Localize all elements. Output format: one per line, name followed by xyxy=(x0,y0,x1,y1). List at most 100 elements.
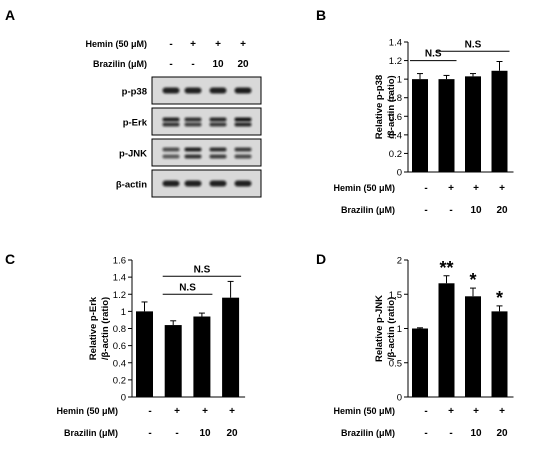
bar xyxy=(412,79,428,172)
condition-value: 20 xyxy=(496,205,508,216)
y-axis-label-line: /β-actin (ratio) xyxy=(386,297,397,360)
bar xyxy=(465,76,481,172)
blot-band xyxy=(209,180,227,187)
condition-value: - xyxy=(449,428,452,439)
condition-value: + xyxy=(448,406,454,417)
blot-band xyxy=(209,122,227,127)
y-tick-label: 0.2 xyxy=(113,375,126,386)
blot-label: β-actin xyxy=(116,180,147,191)
condition-value: - xyxy=(424,406,427,417)
blot-band xyxy=(209,87,227,94)
chart-panel-b: B 0 0.2 0.4 0.6 0.8 1 1.2 1.4 Relative p-p38/β-ac… xyxy=(316,7,514,216)
y-tick-label: 0 xyxy=(121,393,126,404)
condition-value: + xyxy=(229,406,235,417)
condition-value: 10 xyxy=(470,205,482,216)
bar xyxy=(164,325,182,397)
western-blot-panel: A Hemin (50 μM) - + + + Brazilin (μM) - … xyxy=(5,7,262,198)
condition-value: - xyxy=(148,406,151,417)
condition-label: Brazilin (μM) xyxy=(64,428,118,438)
significance-label: N.S xyxy=(194,264,211,275)
y-tick-label: 0.6 xyxy=(389,112,402,123)
blot-brazilin-label: Brazilin (μM) xyxy=(93,59,147,69)
y-tick-label: 1 xyxy=(121,307,126,318)
bar xyxy=(438,283,455,397)
bar xyxy=(491,70,508,172)
condition-value: - xyxy=(424,428,427,439)
condition-value: + xyxy=(202,406,208,417)
blot-band xyxy=(162,122,180,127)
y-axis-label-line: /β-actin (ratio) xyxy=(386,75,397,138)
blot-row-2: p-Erk xyxy=(123,107,262,136)
blot-band xyxy=(234,122,252,127)
y-tick-label: 0.8 xyxy=(113,324,126,335)
y-tick-label: 2 xyxy=(397,256,402,267)
blot-hemin-lane-1: - xyxy=(169,39,172,50)
y-tick-label: 1.4 xyxy=(113,273,126,284)
blot-row-4: β-actin xyxy=(116,169,262,198)
blot-band xyxy=(162,180,180,187)
condition-label: Hemin (50 μM) xyxy=(56,406,118,416)
y-tick-label: 1 xyxy=(397,75,402,86)
blot-band xyxy=(209,154,227,159)
blot-label: p-p38 xyxy=(122,87,147,98)
blot-hemin-lane-3: + xyxy=(215,39,221,50)
condition-value: + xyxy=(499,406,505,417)
condition-label: Brazilin (μM) xyxy=(341,205,395,215)
bar xyxy=(222,297,240,397)
condition-value: + xyxy=(174,406,180,417)
blot-brazilin-lane-4: 20 xyxy=(237,59,249,70)
blot-band xyxy=(184,147,202,152)
y-tick-label: 1.2 xyxy=(113,290,126,301)
y-tick-label: 0.5 xyxy=(389,358,402,369)
y-tick-label: 1.5 xyxy=(389,290,402,301)
blot-membrane xyxy=(151,138,262,167)
condition-value: - xyxy=(449,205,452,216)
significance-label: N.S xyxy=(425,49,442,60)
blot-band xyxy=(184,180,202,187)
y-tick-label: 0.6 xyxy=(113,341,126,352)
condition-label: Hemin (50 μM) xyxy=(333,183,395,193)
y-tick-label: 0.2 xyxy=(389,149,402,160)
y-tick-label: 0.8 xyxy=(389,93,402,104)
blot-band xyxy=(234,180,252,187)
blot-band xyxy=(184,117,202,122)
condition-label: Hemin (50 μM) xyxy=(333,406,395,416)
condition-value: - xyxy=(424,183,427,194)
blot-band xyxy=(184,154,202,159)
y-axis-label: Relative p-Erk/β-actin (ratio) xyxy=(88,296,111,360)
blot-band xyxy=(162,147,180,152)
significance-star: * xyxy=(496,288,503,308)
blot-band xyxy=(162,87,180,94)
condition-value: 20 xyxy=(496,428,508,439)
condition-label: Brazilin (μM) xyxy=(341,428,395,438)
bar xyxy=(193,316,211,397)
bar xyxy=(438,79,455,172)
condition-value: - xyxy=(175,428,178,439)
y-axis-label-line: Relative p-JNK xyxy=(374,295,385,362)
blot-brazilin-lane-3: 10 xyxy=(212,59,224,70)
significance-label: N.S xyxy=(465,39,482,50)
blot-hemin-lane-2: + xyxy=(190,39,196,50)
y-tick-label: 0 xyxy=(397,168,402,179)
bar xyxy=(136,311,153,397)
condition-value: - xyxy=(148,428,151,439)
panel-letter-d: D xyxy=(316,251,326,267)
y-tick-label: 0 xyxy=(397,393,402,404)
blot-band xyxy=(209,117,227,122)
blot-band xyxy=(234,154,252,159)
y-tick-label: 1 xyxy=(397,324,402,335)
y-axis-label: Relative p-p38/β-actin (ratio) xyxy=(374,75,397,139)
charts: B 0 0.2 0.4 0.6 0.8 1 1.2 1.4 Relative p-p38/β-ac… xyxy=(5,7,514,439)
condition-value: 20 xyxy=(226,428,238,439)
y-axis-label-line: Relative p-p38 xyxy=(374,75,385,139)
blot-band xyxy=(234,117,252,122)
blot-brazilin-lane-2: - xyxy=(191,59,194,70)
chart-panel-d: D 0 0.5 1 1.5 2 Relative p-JNK/β-actin (ratio)… xyxy=(316,251,514,439)
blot-band xyxy=(234,87,252,94)
panel-letter-b: B xyxy=(316,7,326,23)
blot-row-3: p-JNK xyxy=(119,138,262,167)
blot-brazilin-lane-1: - xyxy=(169,59,172,70)
condition-value: + xyxy=(499,183,505,194)
y-tick-label: 0.4 xyxy=(389,130,402,141)
